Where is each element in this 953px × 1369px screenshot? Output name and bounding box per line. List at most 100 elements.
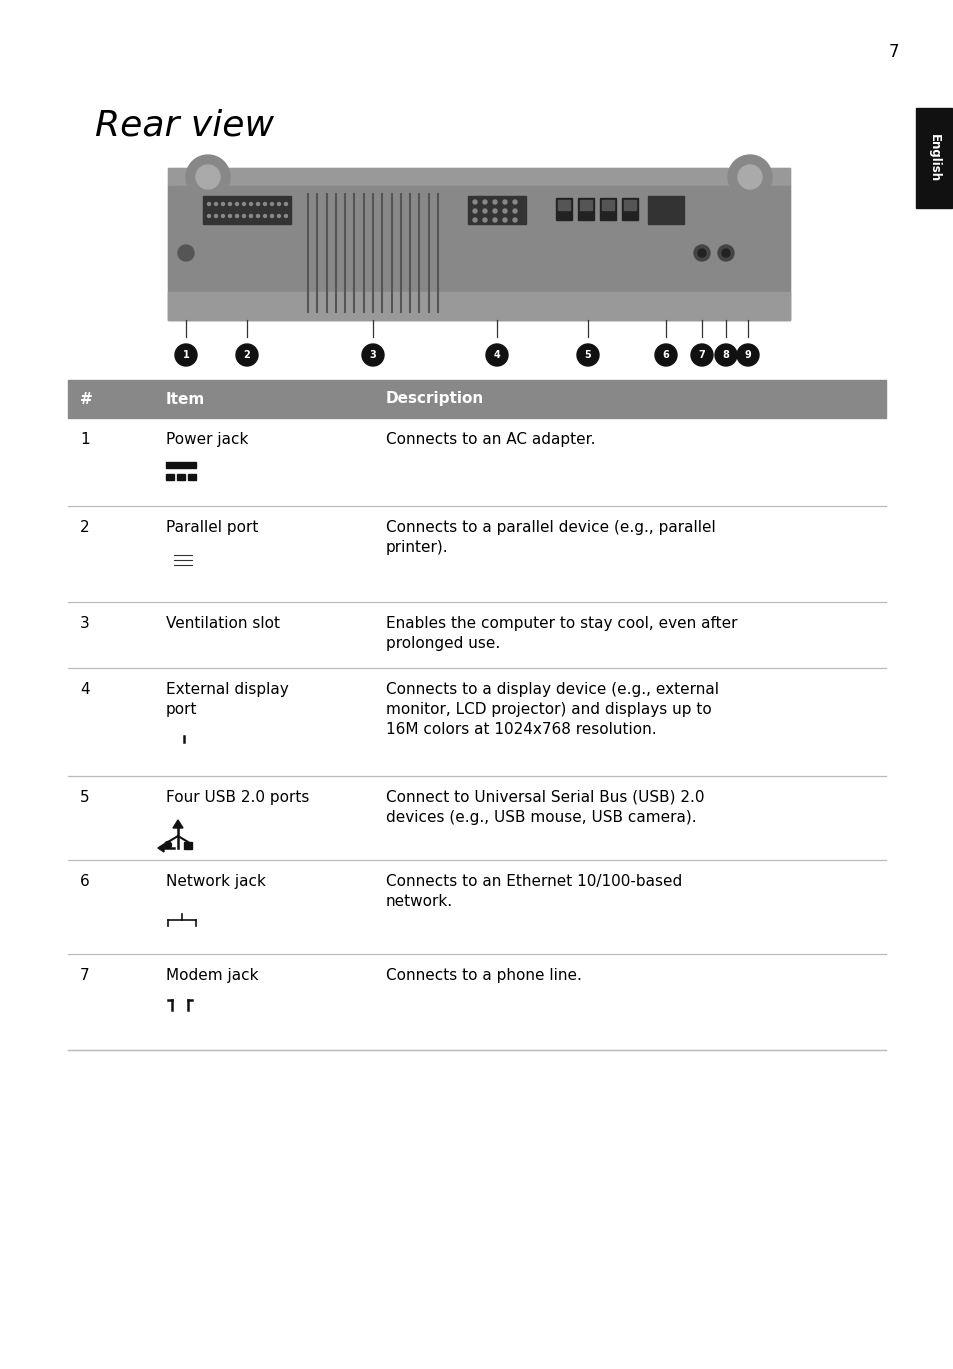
Text: 4: 4 [493,350,500,360]
Text: 7: 7 [698,350,704,360]
Point [182,834,193,850]
Bar [173,904,190,914]
Point [659,312,671,329]
Point [168,546,179,563]
Point [302,186,314,203]
Point [241,329,253,345]
Bar [172,999,188,1010]
Point [172,820,184,836]
Point [312,304,323,320]
Point [395,304,406,320]
Line: 2 pts: 2 pts [168,836,178,842]
Point [367,304,378,320]
Circle shape [721,249,729,257]
Circle shape [235,344,257,366]
Point [357,304,369,320]
Point [168,557,179,574]
Point [367,329,378,345]
Circle shape [473,209,476,214]
Bar [647,196,683,225]
Circle shape [186,155,230,199]
Circle shape [493,209,497,214]
Circle shape [214,203,217,205]
Circle shape [737,344,759,366]
Point [696,329,707,345]
Point [376,304,388,320]
Point [302,304,314,320]
Point [357,186,369,203]
Point [176,906,188,923]
Circle shape [577,344,598,366]
Circle shape [256,203,259,205]
Point [367,186,378,203]
Point [349,186,360,203]
Text: Connects to an AC adapter.: Connects to an AC adapter. [386,433,595,448]
Bar [188,474,195,481]
Point [395,186,406,203]
Circle shape [513,218,517,222]
Bar [162,925,175,936]
Point [190,912,201,928]
Point [186,552,197,568]
Point [182,991,193,1008]
Point [178,734,190,750]
Bar [166,474,173,481]
Point [166,991,177,1008]
Text: Connects to a parallel device (e.g., parallel
printer).: Connects to a parallel device (e.g., par… [386,520,715,554]
Point [162,912,173,928]
Circle shape [271,203,274,205]
Point [720,312,731,329]
Bar [171,550,194,572]
Circle shape [229,203,232,205]
Point [186,557,197,574]
Bar [166,461,195,468]
Circle shape [513,209,517,214]
Bar [601,200,614,209]
Text: 1: 1 [182,350,190,360]
Text: Rear view: Rear view [95,108,274,142]
Point [414,186,425,203]
Text: 5: 5 [80,790,90,805]
Circle shape [690,344,712,366]
Point [190,917,201,934]
Text: 9: 9 [744,350,751,360]
Polygon shape [172,820,183,828]
Circle shape [361,344,384,366]
Point [186,546,197,563]
Point [404,186,416,203]
Circle shape [485,344,507,366]
Circle shape [195,166,220,189]
Point [312,186,323,203]
Circle shape [277,215,280,218]
Bar [556,199,572,220]
Point [162,834,173,850]
Point [162,917,173,934]
Bar [621,199,638,220]
Point [168,552,179,568]
Circle shape [242,215,245,218]
Bar [578,199,594,220]
Bar [166,559,200,580]
Circle shape [493,200,497,204]
Text: 7: 7 [888,42,899,62]
Text: 6: 6 [662,350,669,360]
Text: Ventilation slot: Ventilation slot [166,616,280,631]
Circle shape [277,203,280,205]
Bar [190,925,204,936]
Text: 1: 1 [80,433,90,448]
Point [720,329,731,345]
Bar [203,196,291,225]
Point [432,186,443,203]
Bar [168,168,789,186]
Point [414,304,425,320]
Point [182,1002,193,1019]
Bar [468,196,525,225]
Text: English: English [926,134,940,182]
Point [349,304,360,320]
Circle shape [738,166,761,189]
Text: 8: 8 [721,350,729,360]
Circle shape [655,344,677,366]
Circle shape [698,249,705,257]
Text: Connect to Universal Serial Bus (USB) 2.0
devices (e.g., USB mouse, USB camera).: Connect to Universal Serial Bus (USB) 2.… [386,790,703,824]
Point [330,186,341,203]
